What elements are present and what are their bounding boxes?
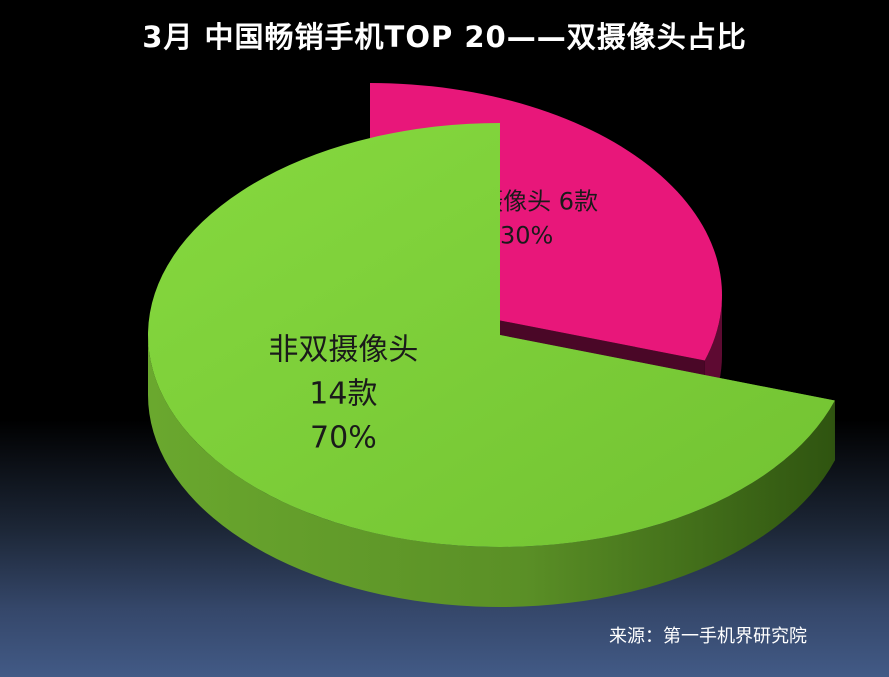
slice-pct: 30% xyxy=(500,221,553,249)
pie-slice-1: 非双摄像头 14款 70% xyxy=(148,123,835,608)
slice-count: 14款 xyxy=(309,377,377,412)
chart-source: 来源：第一手机界研究院 xyxy=(609,626,807,647)
chart-title: 3月 中国畅销手机TOP 20——双摄像头占比 xyxy=(142,20,747,54)
slice-label-1: 非双摄像头 14款 70% xyxy=(268,333,418,456)
slice-name: 非双摄像头 xyxy=(268,333,418,368)
slice-pct: 70% xyxy=(310,421,377,456)
